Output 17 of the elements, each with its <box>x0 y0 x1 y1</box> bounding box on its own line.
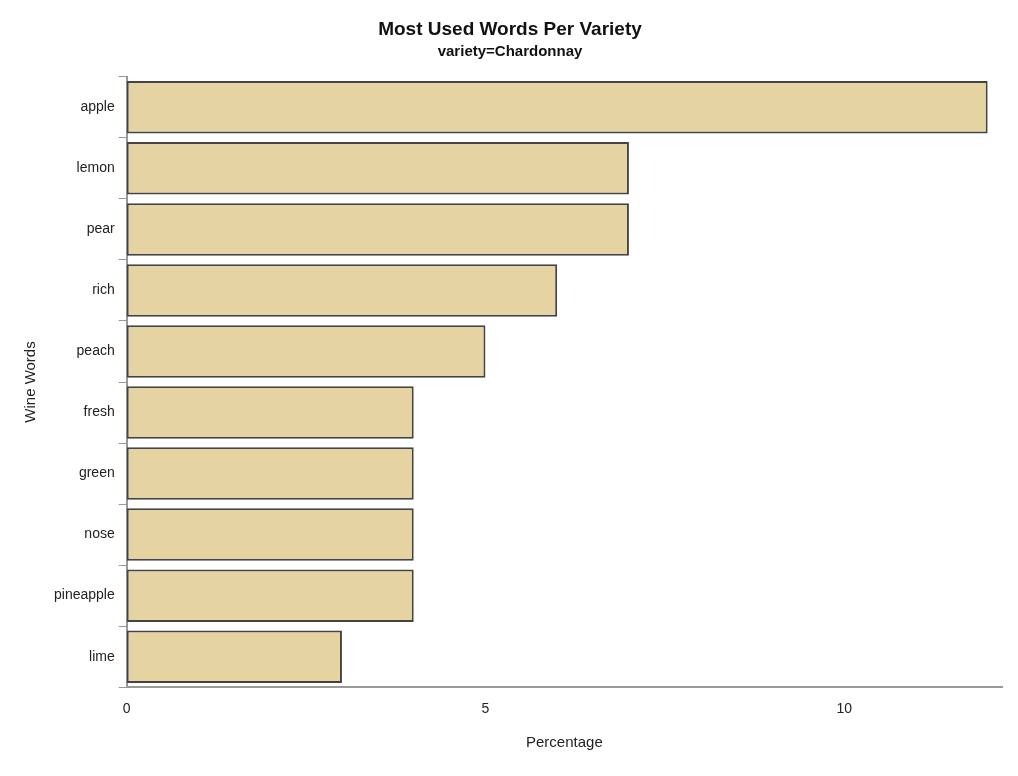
y-tick-label: lemon <box>76 159 115 176</box>
x-tick-label: 5 <box>481 700 490 717</box>
x-tick-label: 0 <box>122 700 131 717</box>
y-axis-title: Wine Words <box>21 341 39 423</box>
y-tick-label: pear <box>86 220 116 237</box>
y-tick-label: pineapple <box>53 586 115 603</box>
y-tick-label: nose <box>84 525 115 542</box>
chart-subtitle: variety=Chardonnay <box>437 41 583 59</box>
x-tick-label: 10 <box>836 700 853 717</box>
y-tick-label: lime <box>89 647 115 664</box>
y-tick-label: apple <box>80 98 115 115</box>
y-tick-label: fresh <box>83 403 115 420</box>
y-tick-label: peach <box>76 342 115 359</box>
y-tick-label: green <box>78 464 115 481</box>
y-tick-label: rich <box>92 281 115 298</box>
chart-title: Most Used Words Per Variety <box>378 17 643 39</box>
x-axis-title: Percentage <box>525 733 603 751</box>
